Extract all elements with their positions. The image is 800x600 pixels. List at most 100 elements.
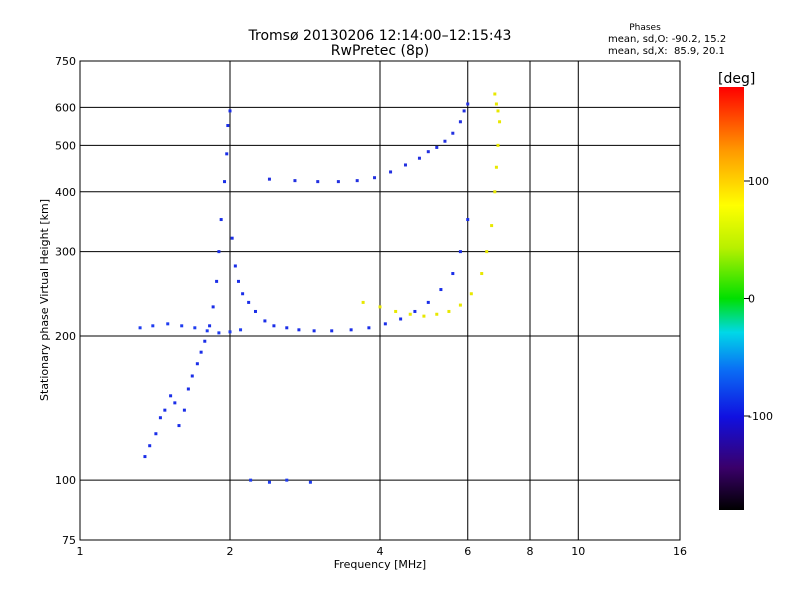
data-point bbox=[451, 272, 455, 276]
data-point bbox=[205, 329, 209, 333]
data-point bbox=[208, 324, 212, 328]
stats-line-o: mean, sd,O: -90.2, 15.2 bbox=[608, 34, 726, 45]
y-tick-label: 750 bbox=[55, 55, 76, 68]
data-point bbox=[336, 180, 340, 184]
data-point bbox=[217, 250, 221, 254]
data-point bbox=[297, 328, 301, 332]
data-point bbox=[267, 480, 271, 484]
y-tick-label: 600 bbox=[55, 101, 76, 114]
x-tick-label: 16 bbox=[673, 545, 687, 558]
grid-lines bbox=[80, 61, 680, 540]
y-tick-label: 100 bbox=[55, 474, 76, 487]
colorbar-tick-label: 100 bbox=[748, 175, 769, 188]
stats-heading: Phases bbox=[629, 23, 661, 33]
data-point bbox=[496, 143, 500, 147]
data-point bbox=[166, 322, 170, 326]
data-point bbox=[225, 152, 229, 156]
data-point bbox=[355, 179, 359, 183]
data-point bbox=[151, 324, 155, 328]
colorbar-label: [deg] bbox=[718, 71, 755, 87]
data-point bbox=[490, 224, 494, 228]
data-point bbox=[180, 324, 184, 328]
data-point bbox=[349, 328, 353, 332]
data-point bbox=[330, 329, 334, 333]
x-tick-label: 10 bbox=[571, 545, 585, 558]
data-point bbox=[383, 322, 387, 326]
colorbar bbox=[719, 87, 744, 510]
data-point bbox=[215, 279, 219, 283]
data-point bbox=[378, 305, 382, 309]
data-point bbox=[199, 350, 203, 354]
data-point bbox=[466, 102, 470, 106]
data-point bbox=[211, 305, 215, 309]
y-tick-label: 200 bbox=[55, 330, 76, 343]
data-point bbox=[312, 329, 316, 333]
data-point bbox=[316, 180, 320, 184]
x-tick-label: 8 bbox=[527, 545, 534, 558]
data-point bbox=[177, 424, 181, 428]
data-point bbox=[493, 92, 497, 96]
y-tick-label: 75 bbox=[62, 534, 76, 547]
data-point bbox=[308, 480, 312, 484]
data-point bbox=[361, 300, 365, 304]
data-point bbox=[498, 120, 502, 124]
data-point bbox=[230, 236, 234, 240]
data-point bbox=[190, 374, 194, 378]
stats-line-x: mean, sd,X: 85.9, 20.1 bbox=[608, 46, 725, 57]
data-point bbox=[249, 478, 253, 482]
x-tick-label: 6 bbox=[464, 545, 471, 558]
y-tick-label: 400 bbox=[55, 186, 76, 199]
data-point bbox=[408, 312, 412, 316]
colorbar-tick-label: -100 bbox=[748, 410, 773, 423]
data-point bbox=[163, 408, 167, 412]
data-point bbox=[241, 292, 245, 296]
data-point bbox=[435, 145, 439, 149]
data-point bbox=[217, 331, 221, 335]
data-point bbox=[496, 109, 500, 113]
data-point bbox=[451, 131, 455, 135]
data-point bbox=[148, 444, 152, 448]
chart-title: Tromsø 20130206 12:14:00–12:15:43 bbox=[248, 28, 512, 44]
data-point bbox=[203, 339, 207, 343]
data-point bbox=[154, 432, 158, 436]
data-point bbox=[447, 309, 451, 313]
data-point bbox=[158, 416, 162, 420]
data-point bbox=[228, 330, 232, 334]
data-point bbox=[403, 163, 407, 167]
data-point bbox=[485, 250, 489, 254]
y-axis-label: Stationary phase Virtual Height [km] bbox=[38, 199, 51, 401]
x-axis-label: Frequency [MHz] bbox=[334, 558, 426, 571]
data-point bbox=[458, 120, 462, 124]
data-point bbox=[182, 408, 186, 412]
data-point bbox=[493, 190, 497, 194]
data-point bbox=[263, 319, 267, 323]
data-point bbox=[494, 102, 498, 106]
colorbar-tick-label: 0 bbox=[748, 293, 755, 306]
data-point bbox=[138, 326, 142, 330]
data-point bbox=[228, 109, 232, 113]
x-tick-label: 1 bbox=[77, 545, 84, 558]
axis-ticks: 1 2 4 6 8 10 16 75 100 200 300 400 500 600 750 bbox=[55, 55, 687, 558]
data-point bbox=[458, 250, 462, 254]
data-point bbox=[173, 401, 177, 405]
data-point bbox=[462, 109, 466, 113]
plot-area: 1 2 4 6 8 10 16 75 100 200 300 400 500 600 750 bbox=[55, 55, 687, 558]
data-point bbox=[267, 177, 271, 181]
data-point bbox=[223, 180, 227, 184]
data-point bbox=[413, 309, 417, 313]
x-tick-label: 2 bbox=[227, 545, 234, 558]
data-point bbox=[435, 312, 439, 316]
x-tick-label: 4 bbox=[377, 545, 384, 558]
data-point bbox=[285, 326, 289, 330]
data-point bbox=[193, 326, 197, 330]
colorbar-ticks: 100 0 -100 bbox=[744, 175, 773, 423]
data-point bbox=[394, 309, 398, 313]
data-point bbox=[389, 170, 393, 174]
y-tick-label: 500 bbox=[55, 139, 76, 152]
data-point bbox=[226, 124, 230, 128]
data-point bbox=[293, 179, 297, 183]
data-point bbox=[253, 309, 257, 313]
data-point bbox=[169, 394, 173, 398]
data-point bbox=[195, 362, 199, 366]
y-tick-label: 300 bbox=[55, 246, 76, 259]
